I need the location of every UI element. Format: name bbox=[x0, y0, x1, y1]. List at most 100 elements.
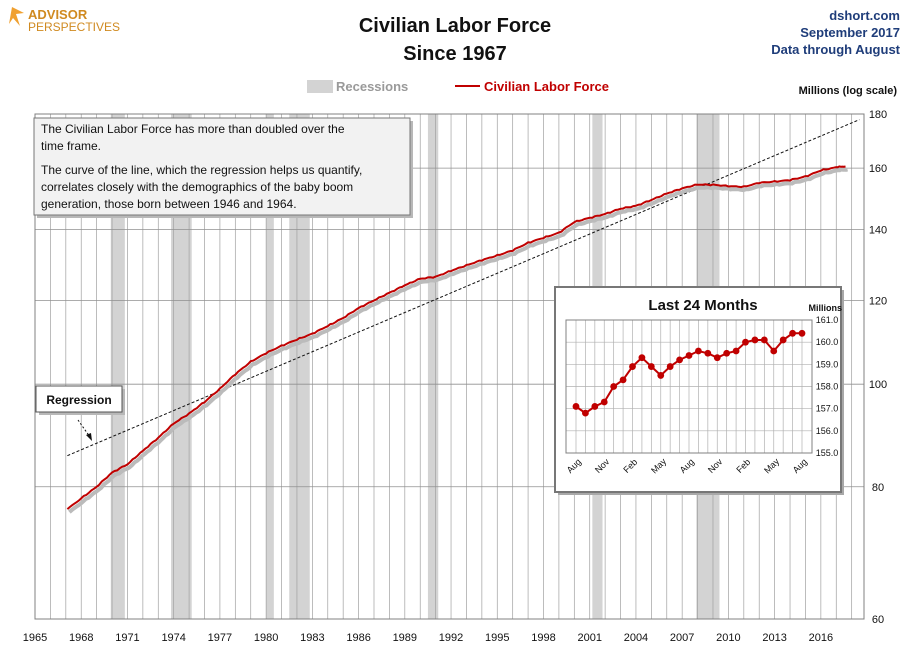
recession-band-1 bbox=[171, 114, 192, 619]
source-through: Data through August bbox=[771, 42, 900, 57]
logo: ADVISOR PERSPECTIVES bbox=[9, 7, 120, 34]
note-para2-line1: The curve of the line, which the regress… bbox=[41, 163, 362, 177]
y-tick-label: 140 bbox=[869, 225, 887, 237]
y-tick-label: 180 bbox=[869, 109, 887, 121]
y-axis-label: Millions (log scale) bbox=[799, 85, 898, 97]
note-para1-line2: time frame. bbox=[41, 139, 101, 153]
inset-point bbox=[770, 347, 778, 355]
inset-title: Last 24 Months bbox=[648, 297, 757, 314]
note-para2-line2: correlates closely with the demographics… bbox=[41, 180, 353, 194]
logo-swoosh-icon bbox=[9, 7, 24, 26]
inset-y-tick-label: 160.0 bbox=[816, 337, 839, 347]
legend: Recessions Civilian Labor Force bbox=[307, 79, 609, 94]
page-subtitle: Since 1967 bbox=[403, 43, 506, 65]
x-tick-label: 2010 bbox=[716, 632, 740, 644]
series-line-shadow bbox=[68, 167, 849, 514]
logo-line2: PERSPECTIVES bbox=[28, 20, 120, 34]
y-tick-label: 100 bbox=[869, 379, 887, 391]
x-tick-label: 1998 bbox=[531, 632, 555, 644]
legend-series-label: Civilian Labor Force bbox=[484, 79, 609, 94]
logo-line1: ADVISOR bbox=[28, 7, 88, 22]
inset-point bbox=[638, 354, 646, 362]
inset-point bbox=[685, 352, 693, 359]
inset-panel bbox=[554, 286, 842, 493]
x-tick-labels: 1965 1968 1971 1974 1977 1980 1983 1986 1989 1992… bbox=[23, 632, 833, 644]
recession-band-0 bbox=[110, 114, 125, 619]
inset-point bbox=[610, 383, 618, 390]
x-tick-label: 1995 bbox=[485, 632, 509, 644]
regression-callout: Regression bbox=[35, 385, 125, 441]
inset-point bbox=[600, 398, 608, 406]
inset-point bbox=[619, 376, 627, 384]
x-tick-label: 2007 bbox=[670, 632, 694, 644]
y-tick-label: 60 bbox=[872, 614, 884, 626]
inset-point bbox=[798, 329, 806, 337]
inset-y-tick-label: 156.0 bbox=[816, 426, 839, 436]
inset-point bbox=[732, 347, 740, 355]
inset-y-label: Millions bbox=[809, 303, 843, 313]
legend-recession-swatch bbox=[307, 80, 333, 93]
x-tick-label: 2004 bbox=[624, 632, 648, 644]
inset-y-tick-label: 161.0 bbox=[816, 315, 839, 325]
source-site: dshort.com bbox=[829, 8, 900, 23]
y-tick-label: 80 bbox=[872, 482, 884, 494]
x-tick-label: 1977 bbox=[208, 632, 232, 644]
regression-callout-arrow bbox=[77, 419, 91, 438]
note-para1-line1: The Civilian Labor Force has more than d… bbox=[41, 122, 345, 136]
inset-y-tick-label: 158.0 bbox=[816, 382, 839, 392]
inset-point bbox=[676, 356, 683, 364]
inset-points bbox=[572, 329, 806, 417]
x-tick-label: 2013 bbox=[762, 632, 786, 644]
x-tick-label: 1989 bbox=[393, 632, 417, 644]
inset-point bbox=[704, 349, 712, 357]
inset-point bbox=[647, 363, 655, 370]
source-date: September 2017 bbox=[800, 25, 900, 40]
inset-y-tick-label: 155.0 bbox=[816, 448, 839, 458]
x-tick-label: 1983 bbox=[300, 632, 324, 644]
x-tick-label: 1965 bbox=[23, 632, 47, 644]
inset-chart: Last 24 Months Millions Aug Nov Feb May Aug N… bbox=[554, 286, 844, 495]
y-tick-label: 160 bbox=[869, 163, 887, 175]
inset-y-tick-labels: 155.0 156.0 157.0 158.0 159.0 160.0 161.0 bbox=[816, 315, 839, 458]
inset-y-tick-label: 159.0 bbox=[816, 359, 839, 369]
inset-point bbox=[591, 403, 599, 410]
page-title: Civilian Labor Force bbox=[359, 15, 551, 37]
y-tick-label: 120 bbox=[869, 295, 887, 307]
regression-callout-label: Regression bbox=[46, 393, 111, 407]
x-tick-label: 2016 bbox=[809, 632, 833, 644]
inset-point bbox=[629, 363, 636, 370]
inset-point bbox=[572, 403, 580, 410]
x-tick-label: 1980 bbox=[254, 632, 278, 644]
inset-point bbox=[723, 349, 731, 357]
x-tick-label: 1986 bbox=[346, 632, 370, 644]
inset-point bbox=[760, 336, 768, 344]
legend-recessions-label: Recessions bbox=[336, 79, 408, 94]
inset-point bbox=[666, 363, 674, 370]
plot-border bbox=[34, 113, 865, 620]
inset-point bbox=[742, 338, 749, 346]
inset-point bbox=[751, 336, 759, 344]
inset-point bbox=[657, 372, 665, 379]
x-tick-label: 2001 bbox=[577, 632, 601, 644]
regression-arrowhead-icon bbox=[86, 433, 92, 441]
inset-point bbox=[695, 347, 702, 355]
note-para2-line3: generation, those born between 1946 and … bbox=[41, 197, 297, 211]
recession-band-2 bbox=[266, 114, 274, 619]
x-tick-label: 1974 bbox=[161, 632, 185, 644]
inset-point bbox=[713, 354, 721, 362]
x-tick-label: 1971 bbox=[115, 632, 139, 644]
series-line bbox=[66, 165, 846, 510]
inset-point bbox=[779, 336, 787, 344]
note-panel bbox=[33, 117, 411, 216]
recession-band-3 bbox=[289, 114, 310, 619]
regression-callout-box bbox=[35, 385, 123, 413]
inset-plot-border bbox=[565, 319, 813, 454]
inset-point bbox=[582, 409, 589, 417]
recession-band-4 bbox=[427, 114, 439, 619]
regression-line bbox=[67, 119, 860, 457]
y-tick-labels: 60 80 100 120 140 160 180 bbox=[869, 109, 887, 626]
x-tick-label: 1992 bbox=[439, 632, 463, 644]
note-box: The Civilian Labor Force has more than d… bbox=[33, 117, 413, 218]
x-tick-label: 1968 bbox=[69, 632, 93, 644]
